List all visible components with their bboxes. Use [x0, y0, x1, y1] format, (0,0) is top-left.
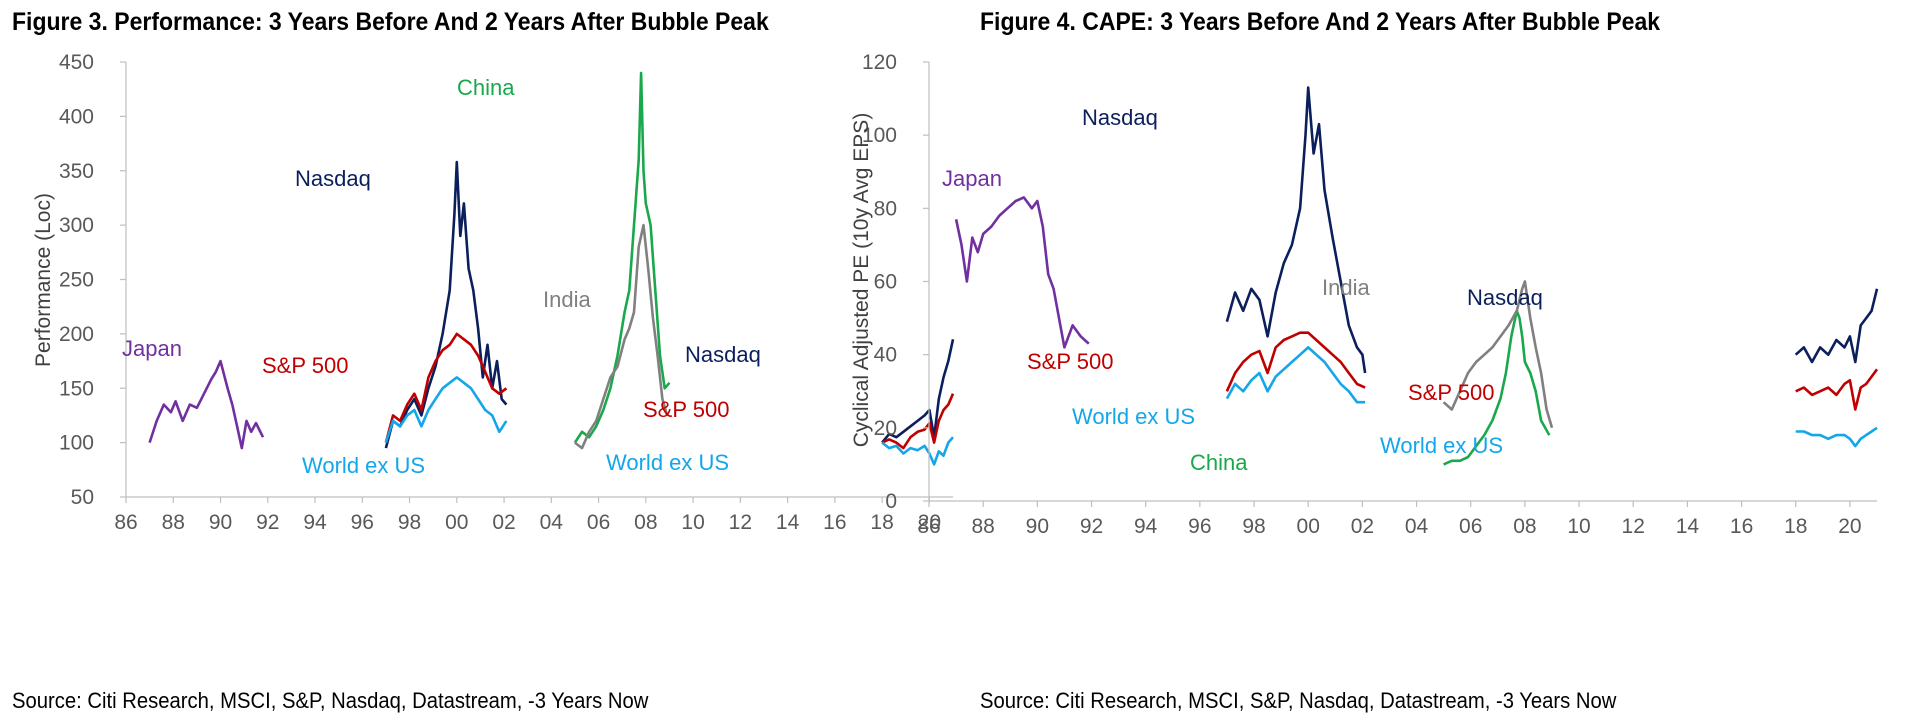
series-label-world-ex-us: World ex US — [1380, 433, 1503, 458]
x-tick-label: 02 — [1351, 515, 1374, 538]
x-tick-label: 96 — [1188, 515, 1211, 538]
series-line-sandp-500 — [1795, 368, 1879, 411]
x-tick-label: 92 — [256, 511, 279, 534]
y-tick-label: 0 — [885, 490, 897, 513]
x-tick-label: 98 — [398, 511, 421, 534]
x-tick-label: 98 — [1242, 515, 1265, 538]
x-tick-label: 88 — [162, 511, 185, 534]
series-line-nasdaq — [384, 160, 508, 449]
series-label-china: China — [457, 75, 515, 100]
x-tick-label: 16 — [1730, 515, 1753, 538]
series-label-japan: Japan — [942, 166, 1002, 191]
x-tick-label: 12 — [1622, 515, 1645, 538]
x-tick-label: 20 — [918, 511, 941, 534]
figure-4-chart: 0 20 40 60 80 100 120 86 88 90 92 94 96 98 00 02 04 06 08 1… — [850, 51, 1879, 538]
y-tick-label: 80 — [874, 197, 897, 220]
x-tick-label: 88 — [971, 515, 994, 538]
series-line-world-ex-us — [881, 436, 954, 466]
series-label-nasdaq: Nasdaq — [1082, 105, 1158, 130]
series-line-india — [574, 223, 669, 450]
series-label-world-ex-us: World ex US — [1072, 404, 1195, 429]
series-line-nasdaq — [1794, 288, 1879, 364]
x-tick-label: 94 — [1134, 515, 1158, 538]
x-tick-label: 08 — [634, 511, 657, 534]
x-tick-label: 14 — [776, 511, 800, 534]
series-line-sandp-500 — [881, 393, 955, 450]
y-tick-label: 350 — [59, 160, 94, 183]
x-tick-label: 16 — [823, 511, 846, 534]
x-tick-label: 10 — [681, 511, 704, 534]
series-label-sandp-500: S&P 500 — [1408, 380, 1494, 405]
y-tick-label: 300 — [59, 214, 94, 237]
series-label-sandp-500: S&P 500 — [1027, 349, 1113, 374]
series-line-world-ex-us — [1795, 426, 1878, 448]
x-tick-label: 14 — [1676, 515, 1700, 538]
y-tick-label: 100 — [59, 432, 94, 455]
series-line-japan — [148, 359, 265, 450]
y-tick-label: 450 — [59, 51, 94, 74]
series-label-japan: Japan — [122, 336, 182, 361]
series-line-world-ex-us — [1225, 346, 1366, 404]
series-line-china — [573, 71, 671, 444]
figure-4-source: Source: Citi Research, MSCI, S&P, Nasdaq… — [980, 688, 1617, 713]
x-tick-label: 92 — [1080, 515, 1103, 538]
x-tick-label: 90 — [1026, 515, 1049, 538]
series-label-nasdaq: Nasdaq — [295, 166, 371, 191]
x-tick-label: 10 — [1567, 515, 1590, 538]
series-label-world-ex-us: World ex US — [606, 450, 729, 475]
series-line-world-ex-us — [384, 376, 508, 444]
series-line-china — [1443, 309, 1551, 466]
figure-4-title: Figure 4. CAPE: 3 Years Before And 2 Yea… — [980, 8, 1661, 36]
series-label-china: China — [1190, 450, 1248, 475]
y-tick-label: 250 — [59, 269, 94, 292]
x-tick-label: 96 — [351, 511, 374, 534]
x-tick-label: 86 — [114, 511, 137, 534]
x-tick-label: 00 — [445, 511, 468, 534]
series-label-india: India — [543, 287, 591, 312]
series-line-nasdaq — [881, 339, 955, 444]
series-line-japan — [954, 196, 1090, 349]
y-tick-label: 150 — [59, 377, 94, 400]
x-tick-label: 94 — [303, 511, 327, 534]
series-label-sandp-500: S&P 500 — [262, 353, 348, 378]
x-tick-label: 20 — [1838, 515, 1861, 538]
y-axis-label: Performance (Loc) — [32, 193, 55, 367]
x-tick-label: 02 — [492, 511, 515, 534]
series-label-india: India — [1322, 275, 1370, 300]
series-line-sandp-500 — [384, 332, 508, 443]
y-tick-label: 20 — [874, 417, 897, 440]
y-tick-label: 50 — [71, 486, 94, 509]
series-label-world-ex-us: World ex US — [302, 453, 425, 478]
series-line-sandp-500 — [1225, 331, 1366, 392]
y-axis-label: Cyclical Adjusted PE (10y Avg EPS) — [850, 113, 873, 448]
x-tick-label: 90 — [209, 511, 232, 534]
x-tick-label: 00 — [1297, 515, 1320, 538]
series-label-sandp-500: S&P 500 — [643, 397, 729, 422]
y-tick-label: 200 — [59, 323, 94, 346]
figure-3-title: Figure 3. Performance: 3 Years Before An… — [12, 8, 769, 36]
x-tick-label: 04 — [540, 511, 564, 534]
x-tick-label: 06 — [587, 511, 610, 534]
y-tick-label: 120 — [862, 51, 897, 74]
series-label-nasdaq: Nasdaq — [1467, 285, 1543, 310]
x-tick-label: 06 — [1459, 515, 1482, 538]
series-line-india — [1442, 280, 1554, 429]
figure-3-source: Source: Citi Research, MSCI, S&P, Nasdaq… — [12, 688, 649, 713]
x-tick-label: 86 — [917, 515, 940, 538]
series-line-nasdaq — [1225, 86, 1367, 374]
x-tick-label: 18 — [870, 511, 893, 534]
x-tick-label: 18 — [1784, 515, 1807, 538]
x-tick-label: 12 — [729, 511, 752, 534]
x-tick-label: 04 — [1405, 515, 1429, 538]
y-tick-label: 40 — [874, 344, 897, 367]
y-tick-label: 400 — [59, 105, 94, 128]
y-tick-label: 100 — [862, 124, 897, 147]
series-label-nasdaq: Nasdaq — [685, 342, 761, 367]
x-tick-label: 08 — [1513, 515, 1536, 538]
y-tick-label: 60 — [874, 271, 897, 294]
